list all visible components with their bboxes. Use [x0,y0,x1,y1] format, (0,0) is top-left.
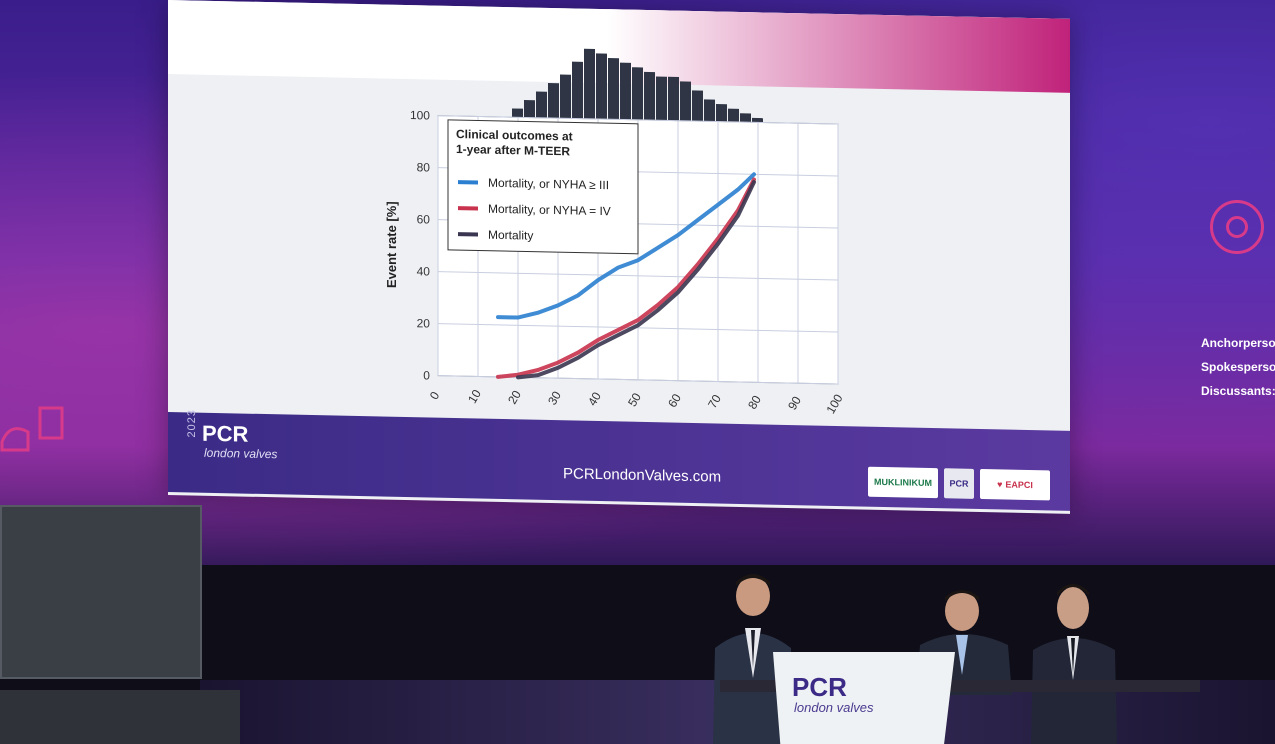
histogram-bar [680,81,691,121]
histogram-bar [548,82,559,119]
sponsor-logo-pcr: PCR [944,468,974,499]
x-tick-label: 90 [785,394,804,413]
x-tick-label: 0 [427,389,443,402]
sponsor-logo-muklinikum: MUKLINIKUM [868,466,938,499]
legend-entry: Mortality, or NYHA = IV [488,202,611,219]
y-tick-label: 40 [417,264,431,278]
grid-line-y [438,323,838,333]
histogram-bar [728,108,739,122]
legend-entry: Mortality [488,228,533,243]
y-tick-label: 60 [417,212,431,226]
histogram-bar [644,71,655,121]
histogram-bar [572,61,583,119]
histogram-bar [536,91,547,118]
histogram-bar [692,90,703,122]
decorative-wall-icon [0,406,64,452]
legend-box [447,119,639,255]
x-tick-label: 60 [665,391,684,410]
histogram-bar [620,62,631,120]
sponsor-name: EAPCI [1005,479,1033,491]
pcr-logo-subtitle: london valves [204,445,278,462]
histogram-bar [668,76,679,121]
sponsor-name: MUKLINIKUM [874,476,932,489]
histogram-bar [524,99,535,118]
stage-speaker-box [0,505,202,679]
histogram-bar [716,103,727,122]
logo-year: 2023 [186,408,198,438]
grid-line-y [438,115,838,125]
y-tick-label: 20 [417,316,431,330]
discussants-label: Discussants: [1201,384,1275,398]
x-tick-label: 100 [823,391,845,416]
series-line [496,172,756,320]
y-tick-label: 80 [417,160,431,174]
x-tick-label: 10 [465,387,484,406]
x-tick-label: 40 [585,389,604,408]
histogram-bar [584,48,595,119]
histogram-bar [740,113,751,123]
histogram-bar [608,57,619,120]
sponsor-name: PCR [949,478,969,489]
projection-screen: 0102030405060708090100020406080100EuroSM… [168,0,1070,514]
histogram-bar [704,99,715,122]
chart: 0102030405060708090100020406080100EuroSM… [384,48,846,446]
series-line [516,180,756,380]
x-tick-label: 80 [745,393,764,412]
pcr-logo: PCR [202,420,249,447]
stage-speaker-base [0,690,240,744]
grid-line-y [438,271,838,281]
spokesperson-label: Spokesperso [1201,360,1275,374]
histogram-bar [632,67,643,120]
podium [773,652,955,744]
series-line [496,177,756,379]
sponsor-logo-eapci: ♥ EAPCI [980,469,1050,501]
y-tick-label: 100 [410,108,430,122]
podium-pcr-logo: PCR [792,672,847,702]
podium-logo-subtitle: london valves [794,700,874,715]
histogram-bar [560,74,571,119]
anchorperson-label: Anchorperso [1201,336,1275,350]
histogram-bar [596,53,607,120]
heart-icon: ♥ [997,479,1003,490]
x-tick-label: 30 [545,388,564,407]
legend-entry: Mortality, or NYHA ≥ III [488,176,609,193]
legend-title: 1-year after M-TEER [456,142,570,158]
y-tick-label: 0 [423,368,430,382]
x-tick-label: 20 [505,388,524,407]
x-tick-label: 70 [705,392,724,411]
panelist-person [1031,584,1117,744]
legend-title: Clinical outcomes at [456,127,573,143]
histogram-bar [656,76,667,121]
ring-icon-inner [1226,216,1248,238]
histogram-bar [752,117,763,123]
y-axis-label: Event rate [%] [384,201,399,288]
histogram-bar [512,108,523,118]
ring-icon [1210,200,1264,254]
footer-url: PCRLondonValves.com [563,465,722,486]
x-tick-label: 50 [625,390,644,409]
